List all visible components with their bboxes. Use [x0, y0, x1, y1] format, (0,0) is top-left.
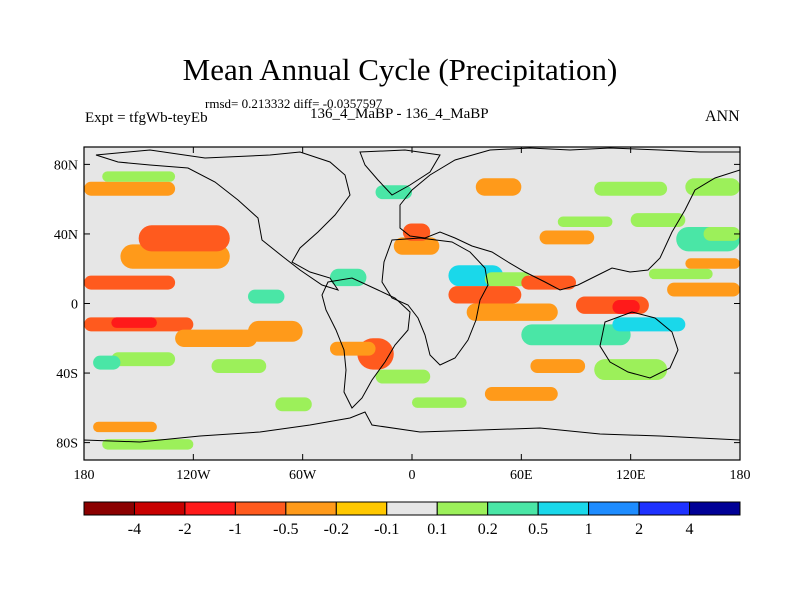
difference-region-16 — [402, 223, 431, 241]
difference-region-9 — [93, 355, 121, 370]
difference-region-27 — [648, 268, 713, 280]
x-tick-label: 180 — [74, 468, 95, 483]
difference-regions — [84, 171, 740, 450]
difference-region-14 — [375, 369, 431, 384]
difference-region-34 — [594, 359, 668, 381]
y-tick-label: 80N — [54, 158, 78, 173]
difference-region-2 — [111, 317, 157, 328]
colorbar-label: 0.5 — [528, 521, 548, 538]
colorbar-label: 0.2 — [478, 521, 498, 538]
colorbar-swatch — [184, 501, 236, 516]
longitude-axis: 180 120W 60W 0 60E 120E 180 — [74, 147, 751, 483]
colorbar-swatch — [689, 501, 741, 516]
difference-region-8 — [211, 359, 267, 374]
rmsd-diff-stats: rmsd= 0.213332 diff= -0.0357597 — [205, 96, 383, 111]
africa-outline — [381, 237, 489, 366]
australia-outline — [599, 311, 679, 379]
x-tick-label: 120W — [176, 468, 211, 483]
y-tick-label: 40S — [56, 367, 78, 382]
colorbar-swatch — [638, 501, 691, 516]
north-america-outline — [95, 149, 351, 291]
antarctica-outline — [84, 411, 740, 460]
difference-region-38 — [275, 397, 312, 412]
case-comparison-label: 136_4_MaBP - 136_4_MaBP — [310, 106, 489, 122]
difference-region-45 — [594, 181, 668, 196]
difference-region-4 — [138, 225, 230, 252]
difference-region-31 — [630, 213, 686, 227]
difference-region-0 — [84, 275, 176, 290]
colorbar-swatch — [588, 501, 640, 516]
colorbar-swatch — [83, 501, 135, 516]
y-tick-label: 0 — [71, 298, 78, 313]
chart-title: Mean Annual Cycle (Precipitation) — [182, 52, 618, 87]
difference-region-41 — [84, 181, 176, 196]
difference-region-21 — [539, 230, 595, 245]
difference-region-42 — [102, 171, 176, 182]
greenland-outline — [359, 149, 441, 196]
experiment-label: Expt = tfgWb-teyEb — [85, 110, 208, 126]
x-tick-label: 60W — [289, 468, 317, 483]
difference-region-25 — [612, 300, 640, 314]
latitude-axis: 80N 40N 0 40S 80S — [54, 158, 740, 452]
y-tick-label: 80S — [56, 437, 78, 452]
difference-region-10 — [248, 289, 285, 304]
x-tick-label: 60E — [510, 468, 533, 483]
x-tick-label: 180 — [730, 468, 751, 483]
colorbar: -4 -2 -1 -0.5 -0.2 -0.1 0.1 0.2 0.5 1 2 4 — [83, 501, 741, 538]
colorbar-label: 1 — [585, 521, 593, 538]
colorbar-swatch — [537, 501, 590, 516]
difference-region-40 — [93, 421, 157, 433]
difference-region-7 — [111, 352, 176, 367]
difference-region-5 — [175, 329, 258, 347]
difference-region-23 — [466, 303, 558, 321]
eurasia-outline — [399, 147, 740, 291]
season-label: ANN — [705, 108, 740, 125]
y-tick-label: 40N — [54, 228, 78, 243]
difference-region-36 — [412, 397, 467, 408]
difference-region-37 — [484, 386, 558, 401]
difference-region-44 — [475, 178, 522, 196]
colorbar-label: -4 — [128, 521, 141, 538]
colorbar-swatch — [487, 501, 539, 516]
colorbar-label: 0.1 — [427, 521, 447, 538]
difference-region-22 — [557, 216, 613, 227]
difference-region-19 — [448, 286, 522, 304]
colorbar-swatch — [133, 501, 186, 516]
difference-region-43 — [685, 178, 740, 196]
continent-outlines — [84, 147, 740, 460]
difference-region-20 — [521, 275, 576, 290]
colorbar-swatch — [386, 501, 438, 516]
colorbar-label: -0.5 — [273, 521, 298, 538]
difference-region-30 — [703, 226, 740, 241]
difference-region-11 — [330, 268, 367, 287]
colorbar-label: -0.1 — [374, 521, 399, 538]
colorbar-swatch — [285, 501, 337, 516]
x-tick-label: 120E — [616, 468, 646, 483]
colorbar-swatch — [335, 501, 388, 516]
difference-region-26 — [667, 282, 740, 297]
colorbar-label: -2 — [178, 521, 191, 538]
difference-region-6 — [248, 320, 303, 342]
x-tick-label: 0 — [409, 468, 416, 483]
colorbar-label: 2 — [635, 521, 643, 538]
colorbar-label: -1 — [229, 521, 242, 538]
difference-region-13 — [330, 341, 376, 356]
difference-region-33 — [612, 317, 686, 332]
difference-region-18 — [484, 272, 531, 287]
colorbar-label: 4 — [686, 521, 694, 538]
difference-region-35 — [530, 359, 586, 374]
colorbar-swatch — [436, 501, 489, 516]
colorbar-label: -0.2 — [324, 521, 349, 538]
colorbar-swatch — [234, 501, 287, 516]
south-america-outline — [321, 277, 411, 409]
difference-region-28 — [685, 258, 740, 269]
difference-region-15 — [393, 237, 440, 255]
